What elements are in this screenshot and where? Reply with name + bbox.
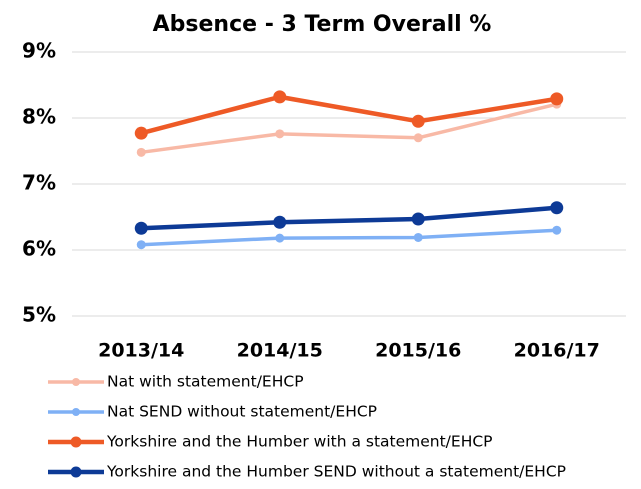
y-tick-label: 7% [22,171,56,195]
series-line [141,205,557,231]
series-line [141,228,557,247]
legend-marker [70,466,82,478]
data-point [275,129,285,139]
series-line [140,94,558,136]
chart-title: Absence - 3 Term Overall % [153,12,492,37]
data-point [413,133,423,143]
series-line [141,102,558,155]
data-point [136,240,146,250]
legend-marker [72,378,80,386]
data-point [273,215,287,229]
x-tick-label: 2016/17 [514,340,600,362]
data-point [136,147,146,157]
data-point [275,233,285,243]
y-tick-label: 8% [22,105,56,129]
legend-marker [70,436,82,448]
data-point [273,90,287,104]
data-point [134,126,148,140]
y-tick-label: 9% [22,39,56,63]
legend-marker [72,408,80,416]
data-point [552,225,562,235]
legend-label: Yorkshire and the Humber SEND without a … [106,463,566,481]
y-tick-label: 6% [22,237,56,261]
x-tick-label: 2013/14 [98,340,184,362]
legend-label: Nat with statement/EHCP [107,373,304,391]
data-point [413,232,423,242]
data-point [550,201,564,215]
y-tick-label: 5% [22,303,56,327]
x-tick-label: 2014/15 [237,340,323,362]
data-point [134,221,148,235]
legend-label: Yorkshire and the Humber with a statemen… [106,433,493,451]
data-point [411,114,425,128]
data-point [411,212,425,226]
x-tick-label: 2015/16 [375,340,461,362]
legend-label: Nat SEND without statement/EHCP [107,403,377,421]
data-point [550,92,564,106]
